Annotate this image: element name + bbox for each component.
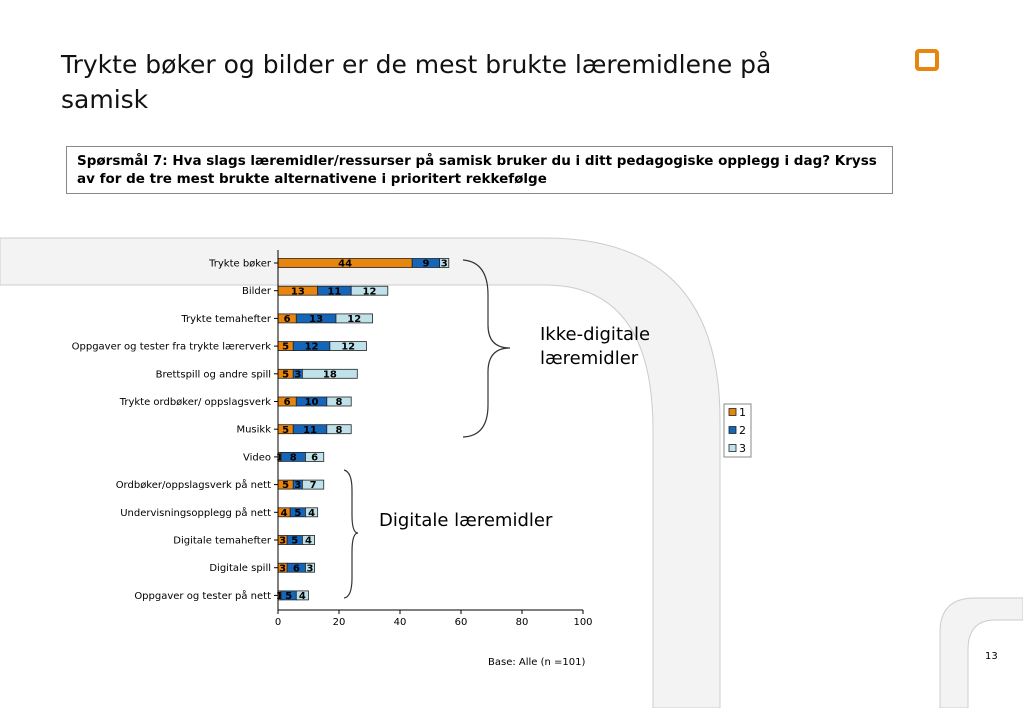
legend: 1 2 3 bbox=[723, 403, 752, 458]
data-label: 44 bbox=[338, 259, 352, 270]
data-label: 1 bbox=[276, 591, 283, 602]
category-label: Brettspill og andre spill bbox=[156, 369, 271, 380]
data-label: 7 bbox=[310, 480, 317, 491]
axis-layer: Trykte bøker Bilder Trykte temahefter Oppga… bbox=[72, 250, 593, 628]
bar-segment bbox=[335, 313, 373, 324]
logo-icon bbox=[915, 49, 939, 71]
x-tick-label: 80 bbox=[516, 617, 529, 628]
category-label: Musikk bbox=[236, 425, 271, 436]
page-number: 13 bbox=[985, 651, 998, 662]
data-label: 8 bbox=[336, 397, 343, 408]
legend-swatch bbox=[728, 444, 737, 452]
data-label: 5 bbox=[282, 369, 289, 380]
data-label: 3 bbox=[307, 563, 314, 574]
annotation-non-digital: Ikke-digitale læremidler bbox=[540, 324, 651, 369]
bar-segment bbox=[350, 285, 389, 296]
data-label: 4 bbox=[281, 508, 288, 519]
data-label: 10 bbox=[305, 397, 319, 408]
annotation-digital: Digitale læremidler bbox=[379, 510, 553, 531]
legend-label: 1 bbox=[739, 406, 746, 419]
x-tick-label: 20 bbox=[333, 617, 346, 628]
x-tick-label: 60 bbox=[455, 617, 468, 628]
data-label: 5 bbox=[294, 508, 301, 519]
data-label: 5 bbox=[282, 480, 289, 491]
category-label: Trykte temahefter bbox=[180, 314, 272, 325]
data-label: 6 bbox=[284, 397, 291, 408]
data-label: 8 bbox=[290, 453, 297, 464]
bar-segment bbox=[305, 451, 325, 462]
data-label: 12 bbox=[347, 314, 361, 325]
legend-label: 2 bbox=[739, 424, 746, 437]
data-label: 5 bbox=[282, 425, 289, 436]
data-label: 11 bbox=[303, 425, 317, 436]
category-label: Oppgaver og tester på nett bbox=[134, 589, 271, 602]
category-label: Bilder bbox=[242, 286, 272, 297]
category-label: Trykte bøker bbox=[208, 259, 272, 270]
bar-segment bbox=[329, 341, 367, 352]
data-label: 3 bbox=[441, 259, 448, 270]
bar-segment bbox=[305, 562, 316, 573]
bars-layer: 44 9 313 11 126 13 125 12 125 3 186 10 85 11 81 8 65 3 74 5… bbox=[276, 258, 450, 602]
data-label: 5 bbox=[291, 536, 298, 547]
brace-digital bbox=[343, 469, 359, 599]
category-label: Oppgaver og tester fra trykte lærerverk bbox=[72, 342, 272, 353]
data-label: 3 bbox=[294, 369, 301, 380]
legend-label: 3 bbox=[739, 442, 746, 455]
category-label: Digitale spill bbox=[209, 563, 271, 574]
category-label: Ordbøker/oppslagsverk på nett bbox=[116, 478, 271, 491]
decor-arc bbox=[0, 237, 721, 708]
base-note: Base: Alle (n =101) bbox=[488, 657, 586, 668]
bar-segment bbox=[326, 424, 352, 435]
page-title: Trykte bøker og bilder er de mest brukte… bbox=[61, 50, 772, 114]
data-label: 3 bbox=[294, 480, 301, 491]
data-label: 6 bbox=[284, 314, 291, 325]
data-label: 1 bbox=[276, 453, 283, 464]
data-label: 12 bbox=[341, 342, 355, 353]
x-tick-label: 100 bbox=[573, 617, 592, 628]
data-label: 4 bbox=[305, 536, 312, 547]
category-label: Trykte ordbøker/ oppslagsverk bbox=[119, 397, 271, 408]
bar-segment bbox=[295, 590, 309, 601]
data-label: 5 bbox=[285, 591, 292, 602]
data-label: 12 bbox=[363, 286, 377, 297]
category-label: Video bbox=[243, 452, 271, 463]
data-label: 13 bbox=[309, 314, 323, 325]
legend-swatch bbox=[728, 426, 737, 434]
data-label: 6 bbox=[311, 453, 318, 464]
data-label: 6 bbox=[293, 563, 300, 574]
x-tick-label: 0 bbox=[275, 617, 281, 628]
legend-swatch bbox=[728, 408, 737, 416]
data-label: 3 bbox=[279, 563, 286, 574]
data-label: 4 bbox=[299, 591, 306, 602]
bar-segment bbox=[301, 479, 325, 490]
category-label: Digitale temahefter bbox=[173, 536, 272, 547]
bar-segment bbox=[439, 258, 450, 268]
data-label: 9 bbox=[422, 259, 429, 270]
data-label: 18 bbox=[323, 369, 337, 380]
bar-segment bbox=[305, 507, 319, 518]
data-label: 8 bbox=[336, 425, 343, 436]
question-box: Spørsmål 7: Hva slags læremidler/ressurs… bbox=[66, 146, 893, 194]
bar-segment bbox=[301, 535, 315, 545]
bar-segment bbox=[326, 396, 352, 407]
brace-non-digital bbox=[462, 259, 511, 438]
data-label: 5 bbox=[282, 342, 289, 353]
x-tick-label: 40 bbox=[394, 617, 407, 628]
bar-segment bbox=[301, 368, 358, 379]
legend-box bbox=[723, 403, 752, 458]
decor-corner bbox=[939, 597, 1023, 708]
data-label: 4 bbox=[308, 508, 315, 519]
data-label: 11 bbox=[327, 286, 341, 297]
data-label: 12 bbox=[305, 342, 319, 353]
category-label: Undervisningsopplegg på nett bbox=[120, 506, 271, 519]
data-label: 3 bbox=[279, 536, 286, 547]
data-label: 13 bbox=[291, 286, 305, 297]
